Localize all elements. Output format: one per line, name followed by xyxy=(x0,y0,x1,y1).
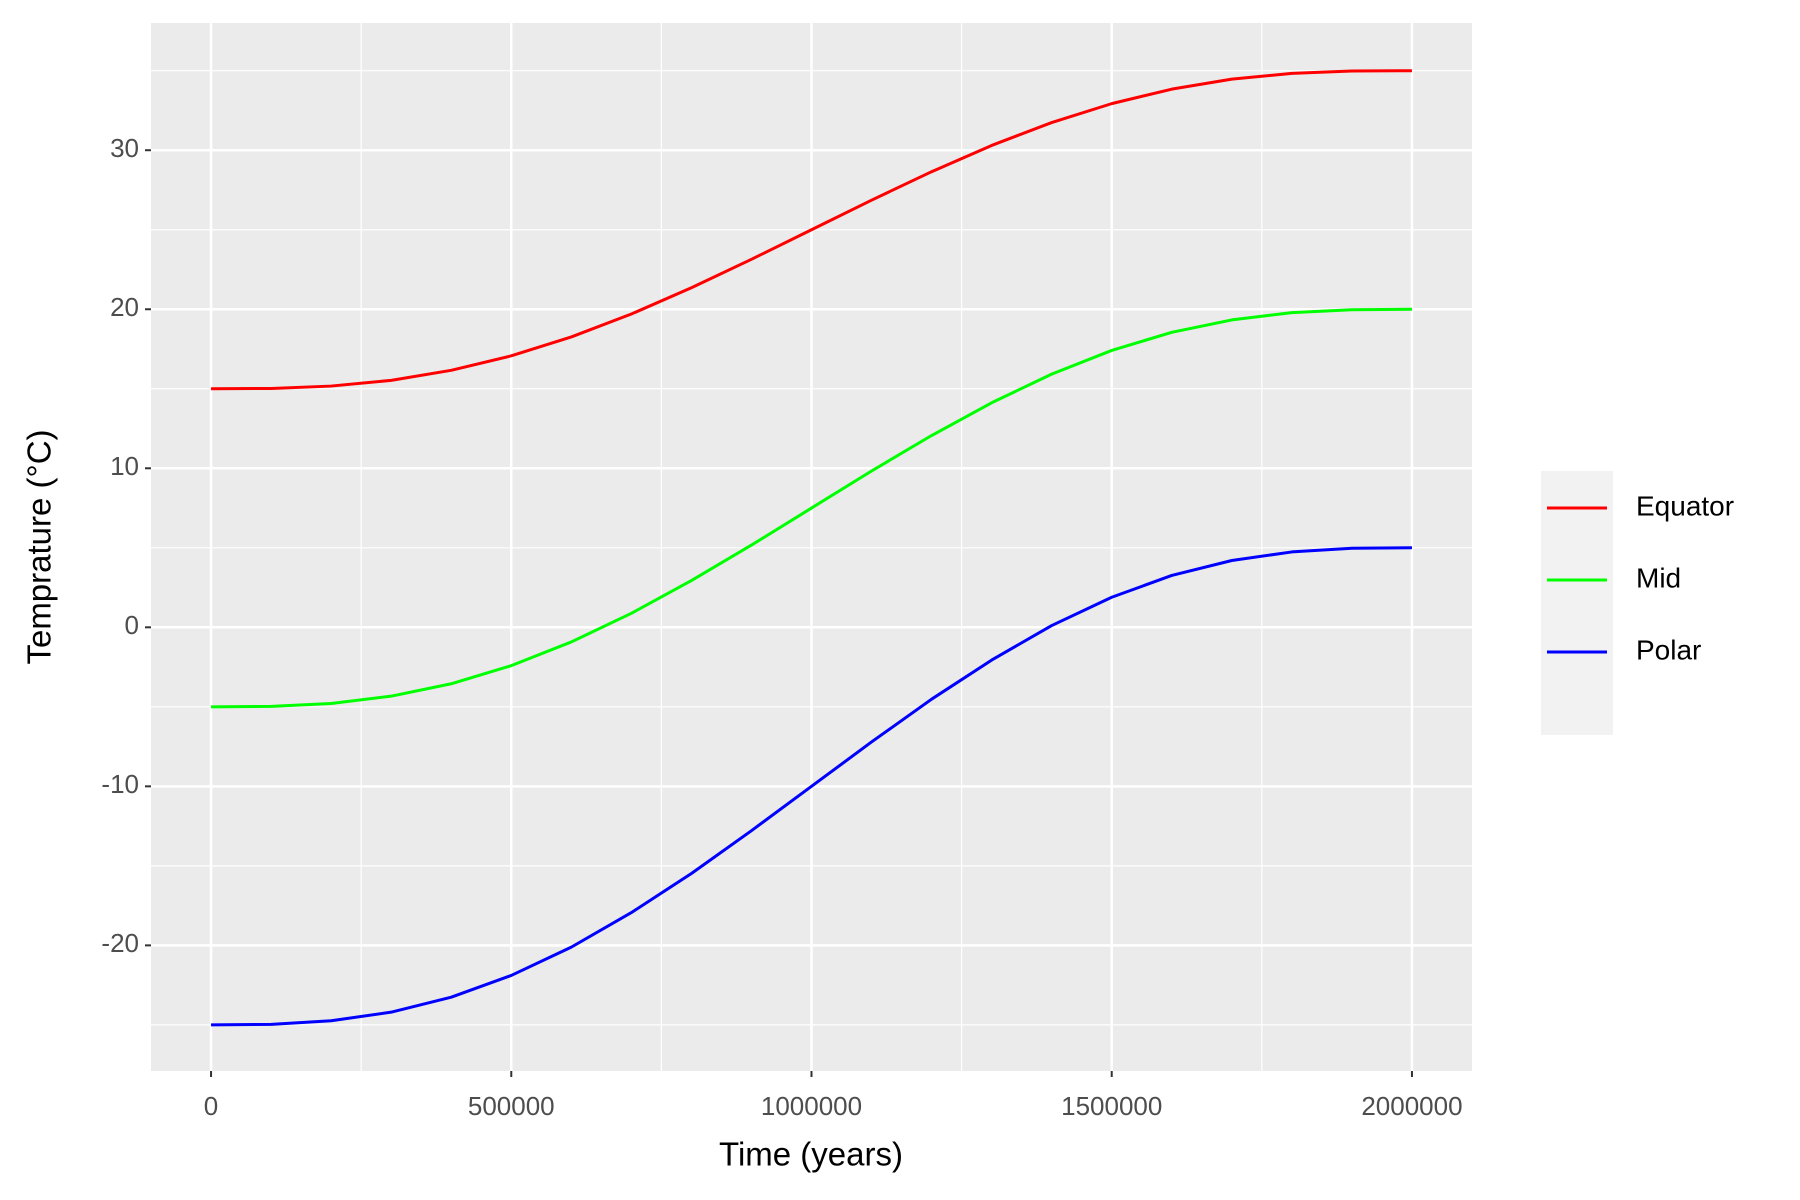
legend: Equator Mid Polar xyxy=(1541,471,1734,735)
y-tick-label: 20 xyxy=(110,292,139,322)
x-axis-title: Time (years) xyxy=(719,1136,903,1173)
x-tick-label: 1500000 xyxy=(1061,1091,1162,1121)
x-tick-label: 2000000 xyxy=(1361,1091,1462,1121)
x-tick-label: 500000 xyxy=(468,1091,555,1121)
y-tick-label: 10 xyxy=(110,451,139,481)
series-line xyxy=(211,69,1412,391)
y-tick-label: 0 xyxy=(125,610,139,640)
x-tick-label: 1000000 xyxy=(761,1091,862,1121)
legend-label: Equator xyxy=(1636,490,1734,521)
series-line xyxy=(211,546,1412,1027)
legend-label: Polar xyxy=(1636,634,1701,665)
legend-label: Mid xyxy=(1636,562,1681,593)
y-tick-label: -20 xyxy=(101,928,139,958)
legend-key-box xyxy=(1541,471,1613,735)
lines xyxy=(211,69,1412,1027)
grid xyxy=(151,23,1472,1071)
y-tick-label: -10 xyxy=(101,769,139,799)
series-line xyxy=(211,307,1412,709)
x-tick-label: 0 xyxy=(204,1091,218,1121)
y-axis-title: Temprature (°C) xyxy=(21,429,58,664)
y-tick-label: 30 xyxy=(110,133,139,163)
